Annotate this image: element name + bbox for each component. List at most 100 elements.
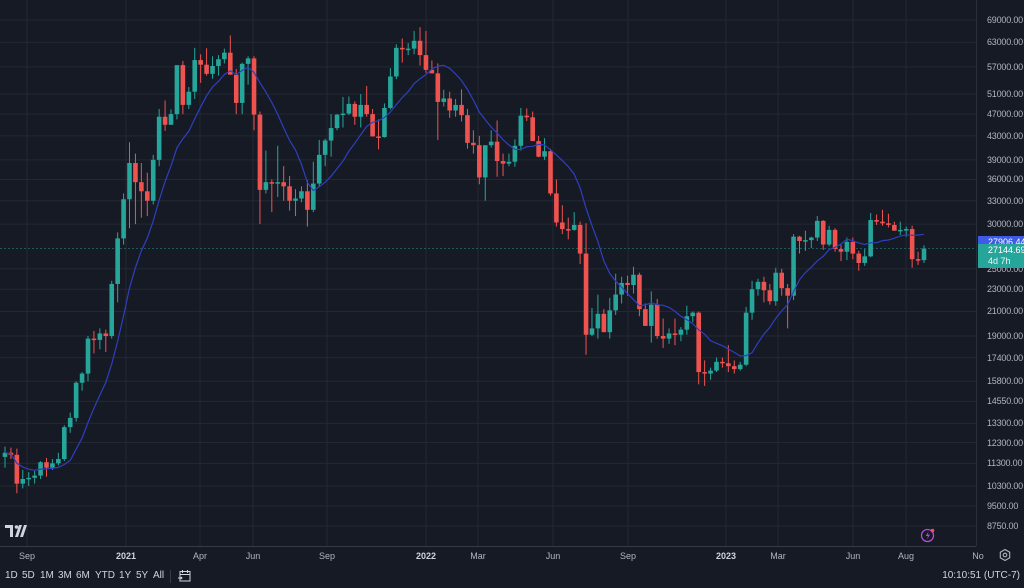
candle: [334, 114, 340, 131]
candle: [388, 68, 393, 110]
chart-canvas[interactable]: [0, 0, 976, 546]
range-button-1m[interactable]: 1M: [40, 570, 54, 581]
alert-button[interactable]: [920, 527, 936, 548]
candle: [423, 30, 429, 73]
candle: [666, 328, 672, 344]
candle: [601, 309, 607, 333]
price-label: 11300.00: [987, 458, 1023, 469]
candle: [322, 138, 328, 167]
candle: [500, 153, 506, 177]
time-axis[interactable]: Sep 2021 Apr Jun Sep 2022 Mar Jun Sep 2023 Mar Jun A…: [0, 546, 984, 567]
candle: [714, 357, 719, 373]
candle: [862, 249, 868, 266]
candle: [121, 193, 126, 245]
moving-average-line: [4, 64, 925, 471]
candle: [838, 244, 844, 262]
candle: [382, 103, 387, 138]
time-label: Aug: [897, 551, 915, 561]
candle: [494, 120, 500, 177]
candle: [168, 109, 174, 125]
candle: [844, 237, 850, 261]
candle: [394, 44, 399, 80]
candle: [233, 69, 239, 115]
price-label: 9500.00: [987, 500, 1019, 511]
candle: [643, 303, 648, 326]
candle: [228, 35, 233, 75]
price-label: 39000.00: [987, 154, 1023, 165]
candle: [269, 179, 275, 213]
candle: [14, 448, 20, 494]
candle: [542, 138, 547, 160]
price-label: 51000.00: [987, 89, 1023, 100]
candle: [625, 275, 630, 296]
candle: [874, 214, 879, 225]
candle: [826, 225, 832, 247]
candle: [785, 283, 790, 329]
tradingview-logo-icon: [5, 525, 27, 537]
price-label: 69000.00: [987, 15, 1023, 26]
price-label: 57000.00: [987, 61, 1023, 72]
range-button-1y[interactable]: 1Y: [119, 570, 132, 581]
price-label: 8750.00: [987, 520, 1019, 531]
candle: [257, 111, 263, 225]
candle: [411, 30, 417, 55]
candle: [376, 119, 381, 150]
candle: [743, 306, 749, 367]
candle: [32, 471, 37, 484]
candle: [530, 111, 535, 142]
candle: [275, 145, 281, 198]
candle: [287, 176, 292, 211]
candle: [139, 162, 144, 218]
candlestick-chart: [0, 0, 976, 546]
bar-countdown: 4d 7h: [988, 255, 1011, 266]
candle: [144, 172, 150, 217]
candle: [316, 139, 322, 187]
candle: [512, 139, 518, 167]
go-to-date-button[interactable]: [178, 569, 192, 588]
range-button-ytd[interactable]: YTD: [95, 570, 115, 581]
candle: [607, 297, 613, 339]
timezone-clock[interactable]: 10:10:51 (UTC-7): [942, 570, 1020, 581]
candle: [909, 225, 915, 268]
range-button-6m[interactable]: 6M: [76, 570, 90, 581]
time-label: Mar: [770, 551, 786, 561]
tradingview-logo[interactable]: [5, 524, 27, 543]
price-label: 13300.00: [987, 418, 1023, 429]
candle: [518, 107, 524, 151]
candle: [186, 87, 192, 109]
candle: [773, 267, 779, 306]
range-button-5y[interactable]: 5Y: [136, 570, 149, 581]
candle: [737, 361, 743, 371]
range-button-all[interactable]: All: [153, 570, 165, 581]
candle: [210, 56, 215, 79]
candle: [459, 89, 464, 122]
range-button-1d[interactable]: 1D: [5, 570, 18, 581]
candle: [346, 96, 352, 116]
price-axis[interactable]: 69000.00 63000.00 57000.00 51000.00 47000.00…: [976, 0, 1024, 546]
price-label: 17400.00: [987, 352, 1023, 363]
candle: [299, 186, 304, 203]
candle: [26, 472, 32, 487]
range-button-5d[interactable]: 5D: [22, 570, 35, 581]
candle: [767, 283, 773, 305]
candle: [554, 179, 559, 227]
candle: [56, 452, 61, 466]
candle: [38, 461, 43, 479]
candle: [405, 43, 411, 56]
candle: [447, 91, 452, 118]
chart-settings-button[interactable]: [998, 548, 1012, 562]
candle: [20, 469, 26, 489]
range-button-3m[interactable]: 3M: [58, 570, 72, 581]
time-label: 2021: [115, 551, 137, 561]
candle: [364, 86, 369, 117]
candle: [251, 56, 257, 131]
time-label: 2022: [415, 551, 437, 561]
last-price-tag: 27144.69 4d 7h: [978, 243, 1024, 268]
candle: [571, 212, 577, 231]
time-label: Jun: [845, 551, 861, 561]
candle: [731, 360, 737, 374]
candle: [897, 221, 903, 235]
candle: [637, 272, 642, 317]
candle: [708, 367, 713, 380]
candle: [761, 276, 767, 303]
